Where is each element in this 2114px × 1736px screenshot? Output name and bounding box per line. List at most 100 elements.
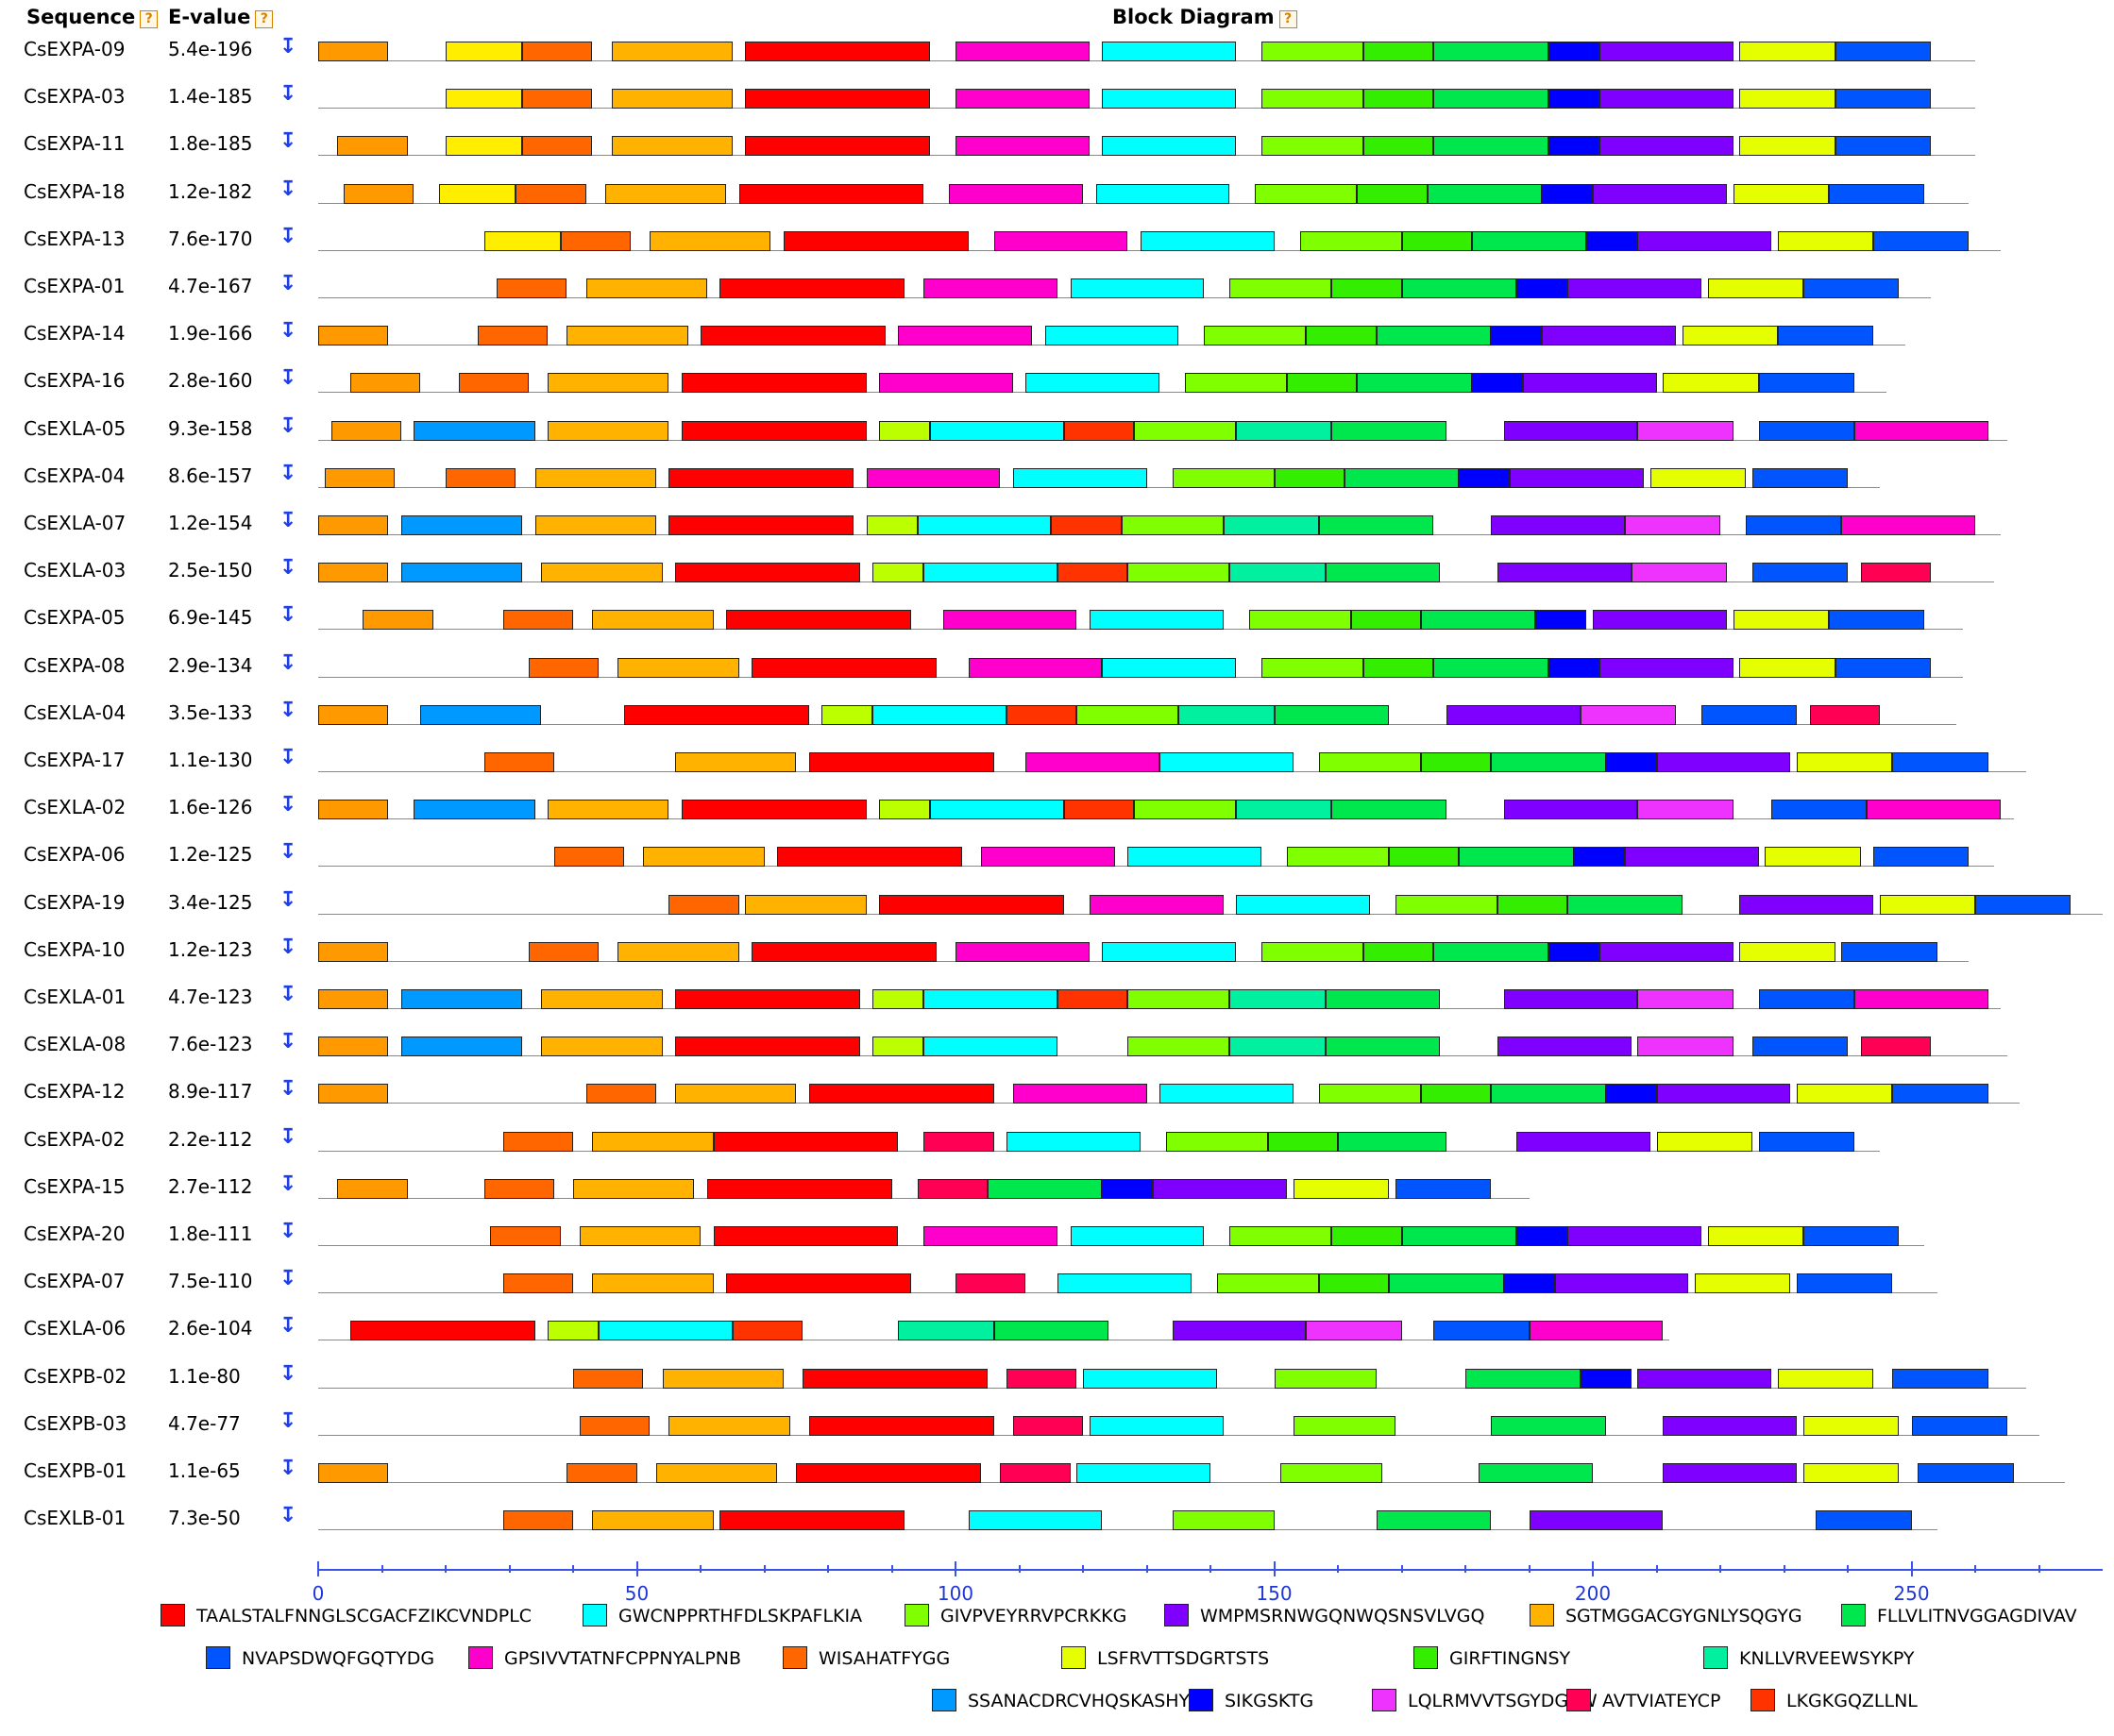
motif-block	[1102, 42, 1236, 61]
motif-block	[1637, 800, 1733, 820]
motif-block	[1567, 894, 1683, 915]
motif-block	[1542, 183, 1593, 204]
strand-arrow-icon[interactable]: ↧	[279, 603, 297, 628]
motif-block	[949, 183, 1083, 204]
motif-block	[1700, 704, 1797, 725]
motif-block	[1006, 1368, 1077, 1389]
motif-block	[1758, 1131, 1854, 1152]
motif-block	[1261, 941, 1363, 962]
legend-item-m12: KNLLVRVEEWSYKPY	[1703, 1646, 1914, 1669]
motif-block	[923, 1131, 994, 1152]
strand-arrow-icon[interactable]: ↧	[279, 698, 297, 722]
motif-block	[956, 42, 1090, 61]
legend-item-m17: LKGKGQZLLNL	[1750, 1689, 1918, 1711]
motif-block	[1797, 1084, 1893, 1104]
motif-block	[1586, 230, 1638, 251]
motif-block	[1376, 326, 1491, 346]
strand-arrow-icon[interactable]: ↧	[279, 413, 297, 438]
strand-arrow-icon[interactable]: ↧	[279, 1504, 297, 1528]
motif-block	[1363, 657, 1434, 678]
strand-arrow-icon[interactable]: ↧	[279, 1171, 297, 1196]
motif-block	[1318, 1084, 1421, 1104]
motif-block	[1598, 941, 1733, 962]
motif-block	[324, 467, 395, 488]
sequence-name: CsEXLA-03	[24, 559, 127, 582]
motif-block	[1733, 610, 1829, 631]
sequence-name: CsEXPA-15	[24, 1174, 126, 1198]
motif-block	[1255, 183, 1358, 204]
strand-arrow-icon[interactable]: ↧	[279, 650, 297, 675]
strand-arrow-icon[interactable]: ↧	[279, 1220, 297, 1243]
motif-block	[1420, 1084, 1491, 1104]
strand-arrow-icon[interactable]: ↧	[279, 366, 297, 391]
strand-arrow-icon[interactable]: ↧	[279, 793, 297, 817]
motif-block	[1070, 1226, 1205, 1246]
strand-arrow-icon[interactable]: ↧	[279, 1314, 297, 1339]
strand-arrow-icon[interactable]: ↧	[279, 840, 297, 865]
motif-block	[1746, 515, 1842, 535]
motif-block	[1911, 1415, 2007, 1436]
motif-block	[1293, 1178, 1389, 1199]
legend-swatch	[1703, 1646, 1728, 1669]
motif-block	[745, 89, 930, 110]
evalue-help-icon[interactable]: ?	[255, 10, 274, 28]
axis-major-tick	[1910, 1561, 1913, 1577]
motif-block	[617, 941, 739, 962]
sequence-name: CsEXPA-02	[24, 1127, 126, 1151]
motif-block	[1598, 42, 1733, 61]
motif-block	[1598, 136, 1733, 157]
evalue-column-header: E-value?	[168, 6, 274, 28]
sequence-evalue: 6.9e-145	[168, 606, 253, 630]
strand-arrow-icon[interactable]: ↧	[279, 983, 297, 1006]
motif-block	[681, 373, 867, 394]
motif-block	[1395, 894, 1497, 915]
legend-item-m3: GIVPVEYRRVPCRKKG	[905, 1604, 1126, 1626]
strand-arrow-icon[interactable]: ↧	[279, 319, 297, 344]
strand-arrow-icon[interactable]: ↧	[279, 35, 297, 59]
legend-item-m15: LQLRMVVTSGYDGKW	[1372, 1689, 1598, 1711]
strand-arrow-icon[interactable]: ↧	[279, 82, 297, 107]
motif-block	[567, 326, 688, 346]
strand-arrow-icon[interactable]: ↧	[279, 887, 297, 912]
sequence-name: CsEXLA-05	[24, 416, 127, 440]
strand-arrow-icon[interactable]: ↧	[279, 1457, 297, 1480]
strand-arrow-icon[interactable]: ↧	[279, 461, 297, 485]
motif-block	[1389, 847, 1460, 868]
motif-block	[497, 278, 567, 298]
strand-arrow-icon[interactable]: ↧	[279, 224, 297, 248]
motif-block	[592, 1510, 714, 1531]
block-diagram-header: Block Diagram?	[1112, 6, 1297, 28]
sequence-evalue: 1.1e-130	[168, 749, 253, 771]
strand-arrow-icon[interactable]: ↧	[279, 556, 297, 581]
legend-swatch	[932, 1689, 956, 1711]
strand-arrow-icon[interactable]: ↧	[279, 1030, 297, 1054]
motif-block	[1892, 1084, 1988, 1104]
motif-block	[592, 1131, 714, 1152]
strand-arrow-icon[interactable]: ↧	[279, 935, 297, 959]
strand-arrow-icon[interactable]: ↧	[279, 129, 297, 154]
strand-arrow-icon[interactable]: ↧	[279, 1408, 297, 1433]
motif-block	[1446, 704, 1581, 725]
motif-block	[726, 610, 911, 631]
strand-arrow-icon[interactable]: ↧	[279, 1077, 297, 1102]
strand-arrow-icon[interactable]: ↧	[279, 177, 297, 201]
strand-arrow-icon[interactable]: ↧	[279, 1361, 297, 1386]
sequence-name: CsEXLA-07	[24, 512, 127, 534]
motif-block	[318, 326, 389, 346]
motif-block	[1503, 800, 1638, 820]
motif-block	[1236, 800, 1332, 820]
strand-arrow-icon[interactable]: ↧	[279, 746, 297, 769]
legend-swatch	[1566, 1689, 1591, 1711]
motif-block	[1873, 847, 1970, 868]
motif-block	[1433, 42, 1548, 61]
strand-arrow-icon[interactable]: ↧	[279, 509, 297, 532]
motif-block	[1892, 1368, 1988, 1389]
motif-block	[668, 467, 854, 488]
strand-arrow-icon[interactable]: ↧	[279, 272, 297, 295]
strand-arrow-icon[interactable]: ↧	[279, 1267, 297, 1291]
strand-arrow-icon[interactable]: ↧	[279, 1124, 297, 1149]
motif-block	[1918, 1463, 2014, 1483]
block-diagram-help-icon[interactable]: ?	[1278, 10, 1297, 28]
sequence-help-icon[interactable]: ?	[140, 10, 159, 28]
sequence-evalue: 3.5e-133	[168, 700, 253, 724]
